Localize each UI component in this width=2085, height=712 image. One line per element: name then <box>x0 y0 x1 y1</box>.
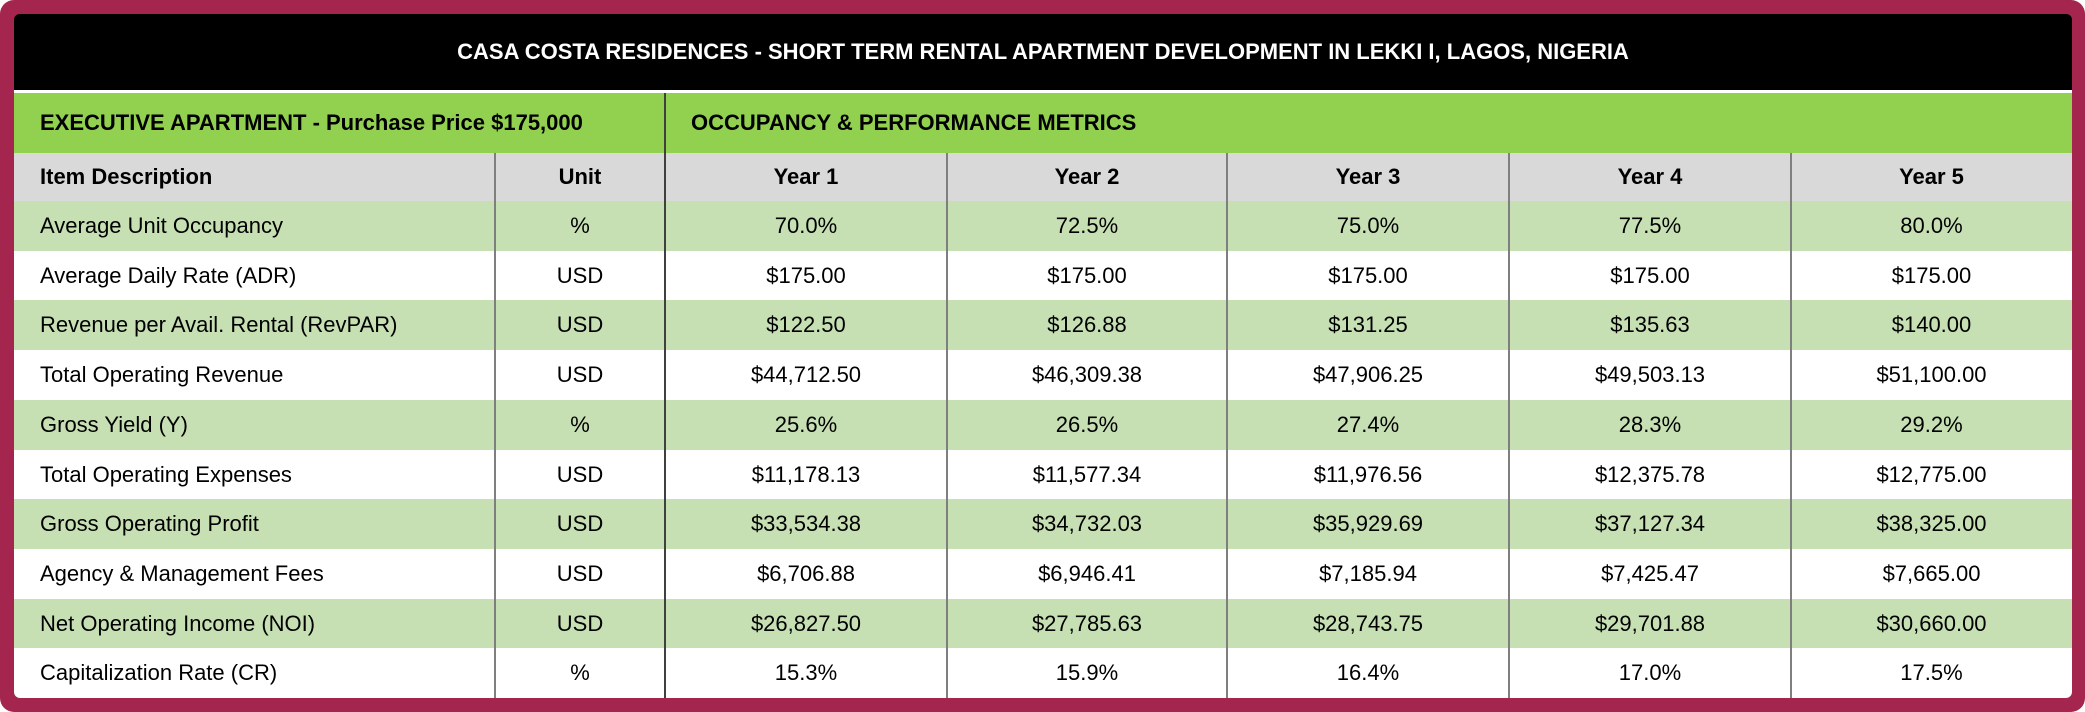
header-cell: Unit <box>495 153 665 201</box>
table-cell: 28.3% <box>1509 399 1791 450</box>
table-cell: Agency & Management Fees <box>14 548 495 600</box>
table-cell: $27,785.63 <box>947 598 1227 649</box>
table-cell: $140.00 <box>1791 300 2072 351</box>
table-cell: 15.3% <box>665 648 947 698</box>
table-cell: $131.25 <box>1227 300 1509 351</box>
table-cell: 25.6% <box>665 399 947 450</box>
table-cell: 17.0% <box>1509 648 1791 698</box>
column-divider <box>494 153 496 698</box>
column-divider <box>1790 153 1792 698</box>
title: CASA COSTA RESIDENCES - SHORT TERM RENTA… <box>14 14 2072 90</box>
table-cell: Gross Operating Profit <box>14 499 495 550</box>
table-cell: $12,375.78 <box>1509 449 1791 500</box>
table-cell: $38,325.00 <box>1791 499 2072 550</box>
table-cell: $135.63 <box>1509 300 1791 351</box>
table-cell: 77.5% <box>1509 201 1791 252</box>
table-cell: $6,706.88 <box>665 548 947 600</box>
column-divider <box>946 153 948 698</box>
section-left: EXECUTIVE APARTMENT - Purchase Price $17… <box>14 93 665 153</box>
table-cell: 72.5% <box>947 201 1227 252</box>
table-cell: USD <box>495 499 665 550</box>
table-cell: 80.0% <box>1791 201 2072 252</box>
sheet: CASA COSTA RESIDENCES - SHORT TERM RENTA… <box>14 14 2072 698</box>
header-cell: Year 3 <box>1227 153 1509 201</box>
table-cell: $7,665.00 <box>1791 548 2072 600</box>
table-cell: Gross Yield (Y) <box>14 399 495 450</box>
table-cell: $11,577.34 <box>947 449 1227 500</box>
header-cell: Year 5 <box>1791 153 2072 201</box>
table-cell: USD <box>495 250 665 301</box>
table-cell: $44,712.50 <box>665 350 947 401</box>
header-cell: Year 4 <box>1509 153 1791 201</box>
header-cell: Year 2 <box>947 153 1227 201</box>
table-cell: $175.00 <box>1509 250 1791 301</box>
table-cell: $26,827.50 <box>665 598 947 649</box>
table-cell: 26.5% <box>947 399 1227 450</box>
table-cell: 70.0% <box>665 201 947 252</box>
column-divider <box>1508 153 1510 698</box>
section-right: OCCUPANCY & PERFORMANCE METRICS <box>665 93 2072 153</box>
table-cell: $12,775.00 <box>1791 449 2072 500</box>
table-cell: 29.2% <box>1791 399 2072 450</box>
table-cell: $122.50 <box>665 300 947 351</box>
table-cell: $7,425.47 <box>1509 548 1791 600</box>
table-cell: 15.9% <box>947 648 1227 698</box>
table-cell: USD <box>495 300 665 351</box>
header-cell: Item Description <box>14 153 495 201</box>
table-cell: $34,732.03 <box>947 499 1227 550</box>
table-cell: $46,309.38 <box>947 350 1227 401</box>
table-cell: % <box>495 648 665 698</box>
table-cell: $28,743.75 <box>1227 598 1509 649</box>
table-cell: $51,100.00 <box>1791 350 2072 401</box>
table-cell: 16.4% <box>1227 648 1509 698</box>
table-cell: % <box>495 201 665 252</box>
table-cell: Average Unit Occupancy <box>14 201 495 252</box>
table-cell: 75.0% <box>1227 201 1509 252</box>
table-cell: USD <box>495 350 665 401</box>
table-cell: Net Operating Income (NOI) <box>14 598 495 649</box>
table-cell: 17.5% <box>1791 648 2072 698</box>
header-cell: Year 1 <box>665 153 947 201</box>
table-cell: $47,906.25 <box>1227 350 1509 401</box>
table-cell: $6,946.41 <box>947 548 1227 600</box>
table-cell: $11,178.13 <box>665 449 947 500</box>
table-cell: $11,976.56 <box>1227 449 1509 500</box>
table-cell: Capitalization Rate (CR) <box>14 648 495 698</box>
table-cell: Revenue per Avail. Rental (RevPAR) <box>14 300 495 351</box>
table-cell: USD <box>495 449 665 500</box>
table-cell: 27.4% <box>1227 399 1509 450</box>
table-cell: $175.00 <box>1227 250 1509 301</box>
table-cell: USD <box>495 548 665 600</box>
table-cell: $175.00 <box>947 250 1227 301</box>
table-cell: Average Daily Rate (ADR) <box>14 250 495 301</box>
table-cell: $126.88 <box>947 300 1227 351</box>
table-cell: $175.00 <box>1791 250 2072 301</box>
column-divider <box>1226 153 1228 698</box>
table-cell: Total Operating Revenue <box>14 350 495 401</box>
table-cell: Total Operating Expenses <box>14 449 495 500</box>
table-cell: USD <box>495 598 665 649</box>
table-cell: % <box>495 399 665 450</box>
title-rule <box>14 90 2072 93</box>
table-cell: $35,929.69 <box>1227 499 1509 550</box>
table-cell: $7,185.94 <box>1227 548 1509 600</box>
table-cell: $33,534.38 <box>665 499 947 550</box>
table-cell: $37,127.34 <box>1509 499 1791 550</box>
table-cell: $49,503.13 <box>1509 350 1791 401</box>
table-cell: $30,660.00 <box>1791 598 2072 649</box>
column-divider <box>664 93 666 698</box>
table-cell: $29,701.88 <box>1509 598 1791 649</box>
table-cell: $175.00 <box>665 250 947 301</box>
